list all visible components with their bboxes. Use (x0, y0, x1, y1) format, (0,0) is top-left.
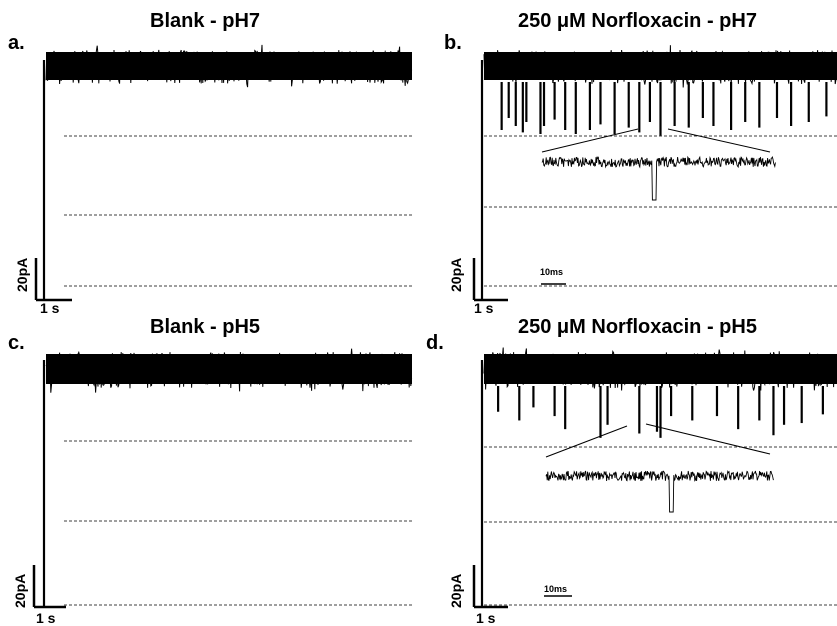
inset-trace (541, 155, 776, 201)
panel-title: Blank - pH5 (150, 316, 261, 338)
trace-plot (32, 348, 413, 609)
panel-label: a. (8, 32, 25, 54)
inset-zoom-line (667, 128, 771, 153)
panel-label: b. (444, 32, 462, 54)
panel-title: 250 μM Norfloxacin - pH7 (518, 10, 757, 32)
current-scale-label: 20pA (448, 257, 464, 292)
panel-label: c. (8, 332, 25, 354)
panel-label: d. (426, 332, 444, 354)
inset-zoom-line (541, 128, 639, 153)
inset-trace (545, 470, 774, 513)
trace-plot (472, 45, 837, 302)
time-scale-label: 1 s (36, 610, 56, 626)
current-scale-label: 20pA (12, 573, 28, 608)
inset-scale-label: 10ms (540, 267, 564, 277)
trace-plot (472, 347, 837, 609)
panel-title: 250 μM Norfloxacin - pH5 (518, 316, 757, 338)
time-scale-label: 1 s (474, 300, 494, 316)
panel-a: Blank - pH7 a. 20pA 1 s (0, 0, 418, 316)
current-trace-band (484, 52, 837, 80)
panel-d: 250 μM Norfloxacin - pH5 d. 10ms 20pA 1 … (418, 312, 837, 626)
inset-scale-label: 10ms (544, 584, 568, 594)
panel-title: Blank - pH7 (150, 10, 261, 32)
current-scale-label: 20pA (14, 257, 30, 292)
panel-c: Blank - pH5 c. 20pA 1 s (0, 312, 418, 626)
time-scale-label: 1 s (40, 300, 60, 316)
panel-b: 250 μM Norfloxacin - pH7 b. 10ms 20pA 1 … (418, 0, 837, 316)
current-trace-band (46, 52, 412, 80)
current-trace-band (484, 354, 837, 384)
trace-plot (34, 44, 413, 302)
inset-zoom-line (645, 423, 771, 455)
current-scale-label: 20pA (448, 573, 464, 608)
inset-zoom-line (545, 425, 628, 458)
current-trace-band (46, 354, 412, 384)
time-scale-label: 1 s (476, 610, 496, 626)
